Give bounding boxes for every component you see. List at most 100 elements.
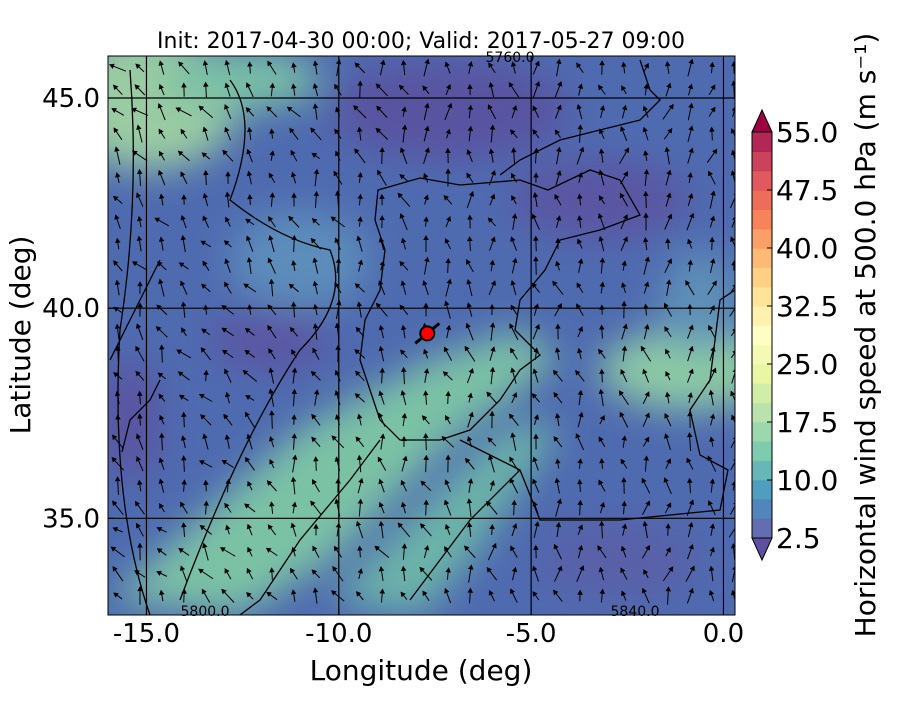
wind-arrow: [687, 392, 693, 403]
wind-arrow: [357, 545, 363, 558]
wind-arrow: [643, 455, 650, 472]
wind-arrow: [154, 217, 170, 227]
wind-arrow: [730, 236, 735, 248]
wind-arrow: [665, 370, 671, 381]
wind-arrow: [577, 326, 584, 338]
wind-arrow: [375, 83, 389, 97]
wind-arrow: [687, 193, 694, 207]
wind-arrow: [157, 102, 166, 121]
wind-arrow: [555, 260, 561, 271]
wind-arrow: [687, 83, 694, 96]
wind-arrow: [619, 411, 629, 428]
wind-arrow: [137, 281, 143, 294]
wind-arrow: [244, 411, 255, 428]
wind-arrow: [246, 591, 254, 600]
colorbar: 2.5 10.0 17.5 25.0 32.5 40.0 47.5 55.0: [751, 108, 838, 562]
wind-arrow: [556, 58, 562, 77]
wind-arrow: [642, 368, 650, 383]
wind-arrow: [265, 547, 278, 557]
wind-arrow: [533, 414, 539, 425]
wind-arrow: [444, 546, 452, 558]
wind-arrow: [686, 499, 695, 516]
wind-arrow: [709, 258, 716, 273]
wind-arrow: [597, 545, 607, 559]
wind-arrow: [709, 215, 716, 228]
wind-arrow: [665, 169, 672, 186]
wind-arrow: [159, 414, 165, 425]
wind-arrow: [401, 366, 407, 385]
wind-arrow: [465, 322, 474, 341]
wind-arrow: [398, 84, 409, 95]
wind-arrow: [180, 435, 187, 448]
wind-arrow: [289, 127, 299, 140]
wind-arrow: [466, 278, 473, 297]
wind-arrow: [662, 103, 674, 120]
colorbar-band: [752, 344, 772, 365]
wind-arrow: [598, 479, 606, 492]
wind-arrow: [687, 324, 694, 339]
wind-arrow: [665, 458, 672, 470]
wind-arrow: [444, 102, 453, 121]
wind-arrow: [247, 61, 253, 74]
wind-arrow: [110, 546, 125, 558]
wind-arrow: [621, 345, 628, 362]
wind-arrow: [134, 570, 146, 578]
wind-arrow: [158, 60, 165, 75]
wind-arrow: [685, 280, 695, 296]
wind-arrow: [577, 193, 583, 206]
wind-arrow: [687, 125, 694, 142]
wind-arrow: [291, 260, 297, 272]
wind-arrow: [687, 102, 694, 121]
wind-arrow: [467, 104, 474, 119]
contour-label: 5760.0: [486, 50, 535, 66]
wind-arrow: [131, 150, 148, 162]
wind-arrow: [509, 456, 519, 471]
wind-arrow: [378, 280, 386, 296]
wind-arrow: [135, 323, 144, 340]
wind-arrow: [355, 520, 364, 539]
wind-arrow: [311, 413, 321, 426]
wind-arrow: [709, 478, 716, 493]
wind-arrow: [290, 476, 297, 495]
colorbar-tick-label: 40.0: [776, 232, 838, 265]
wind-arrow: [354, 148, 366, 164]
wind-arrow: [489, 366, 496, 385]
wind-arrow: [445, 324, 452, 339]
wind-arrow: [555, 323, 561, 340]
wind-arrow: [131, 107, 149, 116]
wind-arrow: [445, 147, 451, 164]
wind-arrow: [598, 566, 605, 581]
wind-arrow: [114, 214, 121, 229]
wind-arrow: [159, 503, 165, 513]
wind-arrow: [664, 326, 672, 338]
wind-arrow: [467, 214, 473, 229]
wind-arrow: [245, 218, 255, 226]
wind-arrow: [709, 413, 716, 426]
wind-arrow: [246, 567, 254, 580]
wind-arrow: [201, 588, 211, 603]
wind-arrow: [577, 589, 583, 602]
wind-arrow: [357, 498, 364, 517]
wind-arrow: [131, 261, 148, 271]
wind-arrow: [158, 478, 165, 493]
wind-arrow: [555, 170, 562, 186]
wind-arrow: [597, 213, 606, 231]
wind-arrow: [619, 147, 629, 164]
wind-arrow: [288, 215, 300, 228]
wind-arrow: [379, 193, 385, 206]
wind-arrow: [728, 524, 735, 538]
wind-arrow: [575, 369, 585, 382]
wind-arrow: [643, 212, 649, 231]
wind-arrow: [554, 412, 561, 427]
colorbar-band: [752, 499, 772, 520]
wind-arrow: [464, 457, 475, 470]
wind-arrow: [466, 149, 473, 163]
wind-arrow: [202, 542, 209, 561]
wind-arrow: [576, 62, 584, 73]
wind-arrow: [158, 83, 165, 96]
wind-arrow: [136, 168, 143, 187]
wind-arrow: [466, 302, 473, 317]
wind-arrow: [643, 62, 649, 73]
wind-arrow: [313, 168, 320, 187]
wind-arrow: [312, 323, 319, 340]
